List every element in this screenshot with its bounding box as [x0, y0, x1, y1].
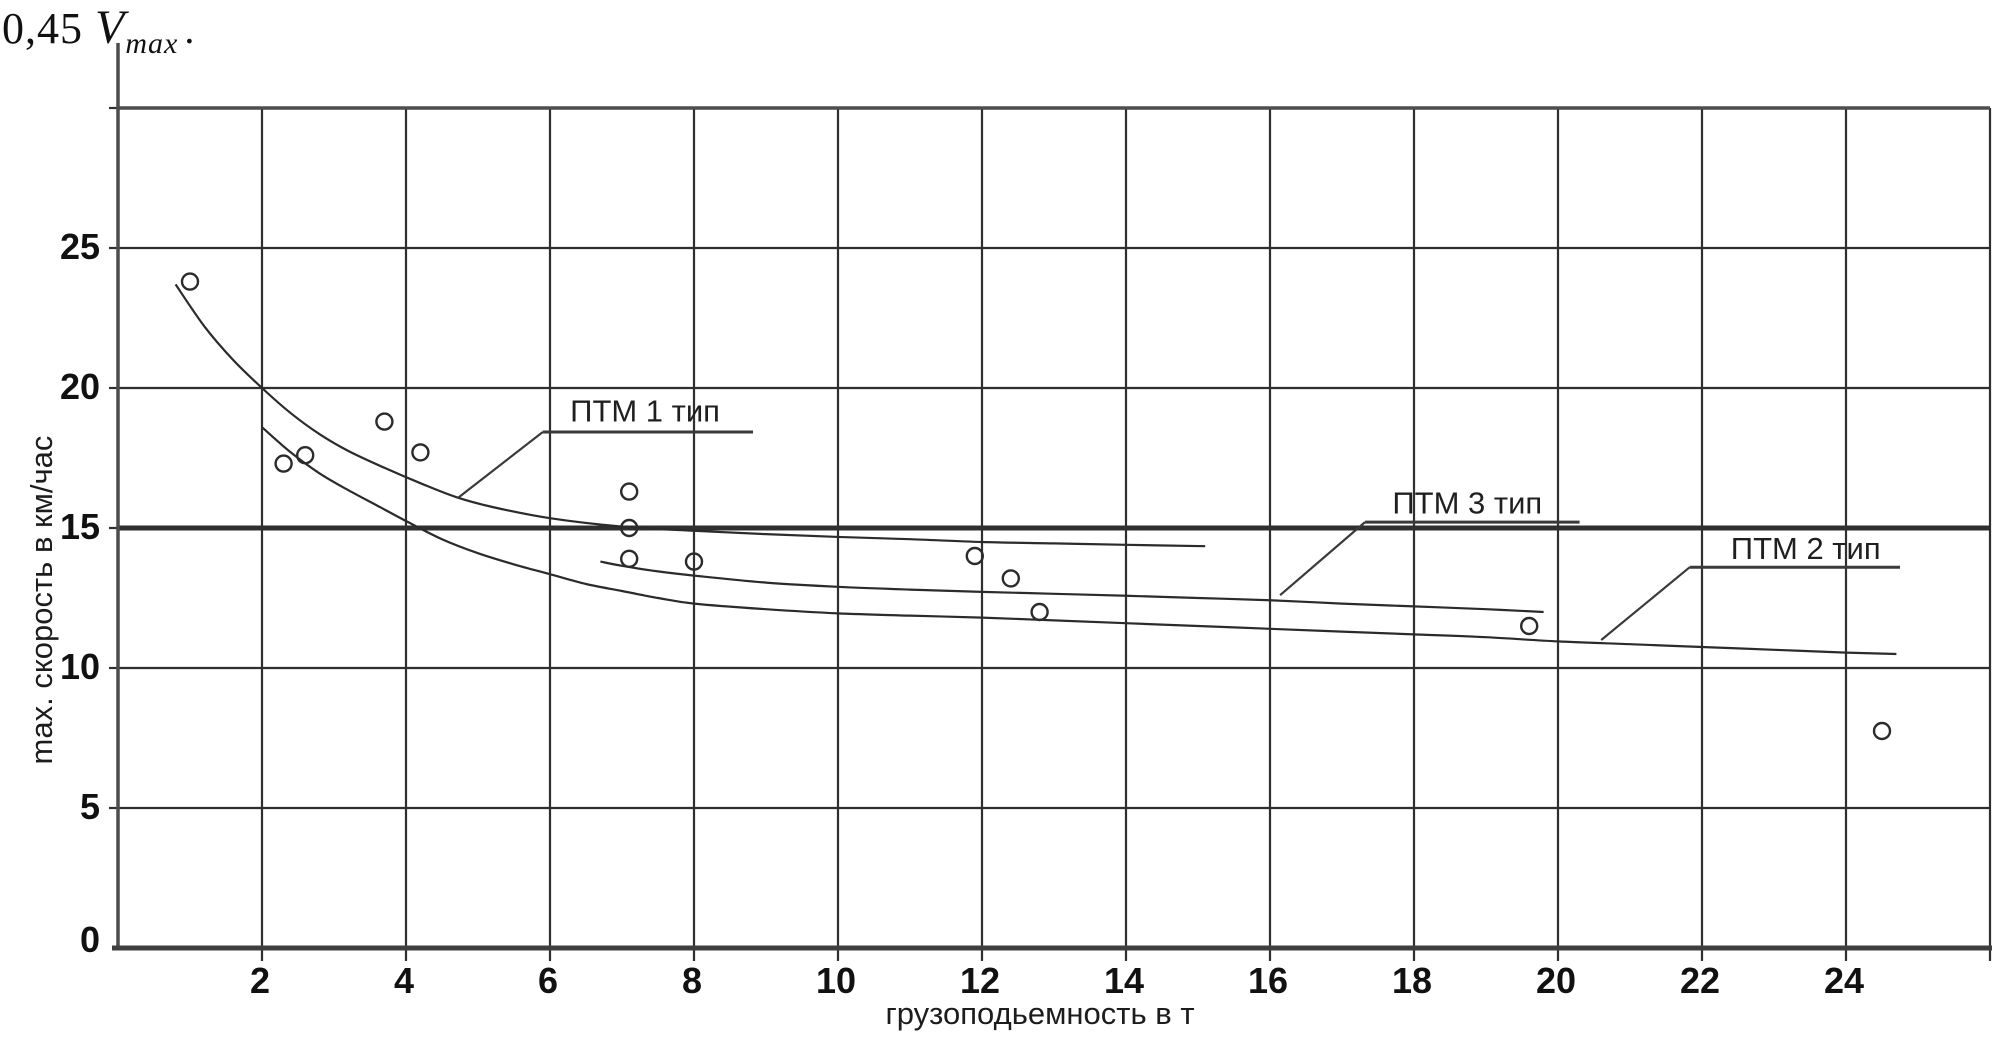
data-point [620, 482, 639, 501]
x-tick-label: 14 [1104, 960, 1144, 1001]
x-tick-label: 12 [960, 960, 1000, 1001]
data-point [411, 443, 430, 462]
series-label: ПТМ 2 тип [1731, 531, 1881, 566]
series-label-leader [457, 431, 544, 499]
x-tick-label: 22 [1680, 960, 1720, 1001]
title-subscript: max [125, 27, 179, 60]
data-point [1001, 569, 1020, 588]
title-period: . [184, 7, 196, 52]
data-point [965, 546, 984, 566]
x-tick-label: 20 [1536, 960, 1576, 1001]
y-tick-label: 0 [80, 919, 100, 960]
series-label-leader [1600, 566, 1691, 641]
data-point [296, 446, 315, 465]
series-curve-3 [600, 560, 1544, 614]
data-point [620, 549, 639, 568]
series-curve-1 [174, 283, 1206, 548]
data-point [1519, 616, 1539, 636]
data-point [1030, 602, 1049, 622]
x-tick-label: 18 [1392, 960, 1432, 1001]
data-point [180, 272, 200, 291]
y-tick-label: 10 [60, 646, 100, 687]
series-label-leader [1279, 521, 1366, 597]
x-tick-label: 2 [250, 960, 270, 1001]
x-tick-label: 6 [538, 960, 558, 1001]
series-label: ПТМ 1 тип [570, 394, 720, 429]
data-point [375, 412, 394, 431]
x-tick-label: 16 [1248, 960, 1288, 1001]
y-tick-label: 15 [60, 506, 100, 547]
data-point [620, 518, 639, 538]
y-tick-label: 5 [80, 786, 100, 827]
title-prefix: 0,45 [2, 4, 83, 53]
figure-title: 0,45 Vmax. [2, 0, 195, 61]
x-tick-label: 24 [1824, 960, 1864, 1001]
x-axis-title: грузоподьемность в т [885, 996, 1195, 1031]
x-tick-label: 4 [394, 960, 414, 1001]
series-curve-2 [261, 426, 1897, 656]
x-tick-label: 8 [682, 960, 702, 1001]
x-tick-label: 10 [816, 960, 856, 1001]
data-point [684, 552, 704, 571]
data-point [274, 454, 293, 473]
series-label: ПТМ 3 тип [1392, 485, 1542, 520]
y-tick-label: 20 [60, 366, 100, 407]
y-tick-label: 25 [60, 226, 100, 267]
data-point [1872, 721, 1892, 741]
